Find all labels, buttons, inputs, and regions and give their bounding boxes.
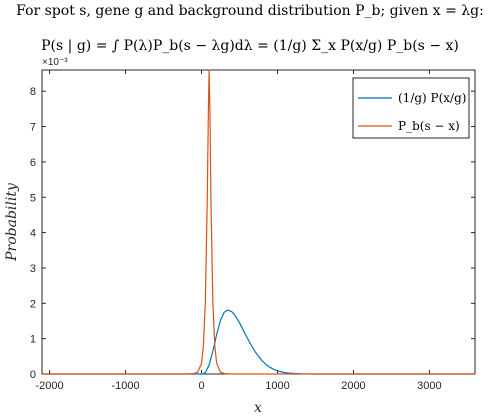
- y-tick-label: 2: [30, 298, 36, 310]
- chart-title-line-2: P(s | g) = ∫ P(λ)P_b(s − λg)dλ = (1/g) Σ…: [41, 38, 459, 54]
- y-tick-label: 5: [30, 192, 36, 204]
- y-tick-label: 4: [30, 228, 36, 240]
- y-tick-label: 3: [30, 263, 36, 275]
- y-tick-label: 7: [30, 122, 36, 134]
- y-tick-label: 0: [30, 369, 36, 381]
- x-tick-label: 0: [198, 380, 204, 392]
- x-tick-label: 3000: [417, 380, 441, 392]
- chart-title-line-1: For spot s, gene g and background distri…: [16, 3, 484, 19]
- y-tick-label: 1: [30, 334, 36, 346]
- y-tick-label: 6: [30, 157, 36, 169]
- x-tick-label: -2000: [36, 380, 64, 392]
- legend-label-series-1: (1/g) P(x/g): [398, 91, 466, 105]
- x-tick-label: 2000: [341, 380, 365, 392]
- legend-label-series-2: P_b(s − x): [398, 119, 460, 133]
- x-axis-label: x: [254, 400, 262, 416]
- x-tick-label: 1000: [265, 380, 289, 392]
- legend: (1/g) P(x/g) P_b(s − x): [353, 78, 469, 138]
- y-tick-label: 8: [30, 86, 36, 98]
- y-exponent-label: ×10⁻³: [42, 57, 68, 68]
- y-axis-label: Probability: [4, 182, 20, 262]
- x-tick-label: -1000: [111, 380, 139, 392]
